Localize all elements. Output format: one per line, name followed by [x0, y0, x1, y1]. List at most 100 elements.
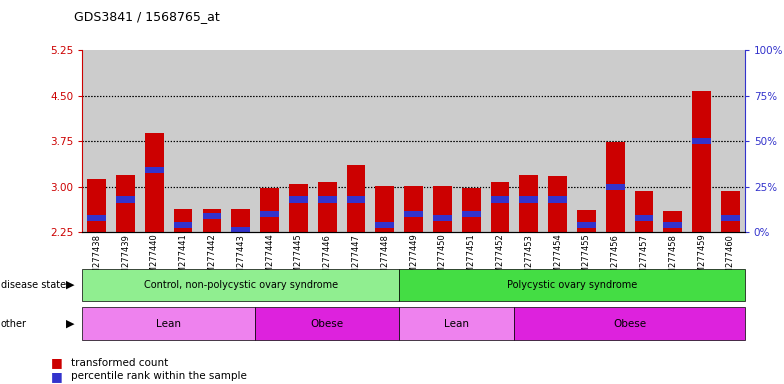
Bar [721, 191, 740, 232]
Bar [572, 50, 601, 232]
Bar [318, 197, 336, 202]
Bar [514, 50, 543, 232]
Text: other: other [1, 318, 27, 329]
Bar [145, 167, 164, 173]
Bar [577, 222, 596, 228]
Text: ▶: ▶ [67, 280, 74, 290]
Bar [428, 50, 457, 232]
Bar [577, 222, 596, 228]
Bar [202, 209, 221, 232]
Bar [721, 215, 740, 221]
Bar [82, 50, 111, 232]
Bar [231, 227, 250, 233]
Bar [231, 209, 250, 232]
Bar [405, 185, 423, 232]
Bar [376, 185, 394, 232]
Bar [202, 213, 221, 219]
Bar [692, 138, 711, 144]
Bar [347, 197, 365, 202]
Bar [659, 50, 688, 232]
Bar [260, 188, 279, 232]
Bar [347, 166, 365, 232]
Bar [342, 50, 370, 232]
Bar [634, 215, 653, 221]
Text: transformed count: transformed count [71, 358, 168, 368]
Bar [260, 211, 279, 217]
Text: Obese: Obese [613, 318, 646, 329]
Bar [318, 197, 336, 202]
Text: percentile rank within the sample: percentile rank within the sample [71, 371, 246, 381]
Bar [716, 50, 745, 232]
Bar [663, 211, 682, 232]
Text: Polycystic ovary syndrome: Polycystic ovary syndrome [506, 280, 637, 290]
Bar [116, 197, 135, 202]
Bar [457, 50, 485, 232]
Bar [405, 211, 423, 217]
Text: ▶: ▶ [67, 318, 74, 329]
Bar [485, 50, 514, 232]
Bar [577, 210, 596, 232]
Bar [688, 50, 716, 232]
Bar [663, 211, 682, 232]
Bar [87, 215, 106, 221]
Bar [663, 222, 682, 228]
Bar [634, 215, 653, 221]
Bar [145, 133, 164, 232]
Bar [462, 188, 481, 232]
Bar [692, 138, 711, 144]
Bar [202, 209, 221, 232]
Bar [174, 222, 193, 228]
Bar [606, 184, 625, 190]
Bar [606, 142, 625, 232]
Bar [174, 209, 193, 232]
Bar [231, 227, 250, 233]
Bar [174, 222, 193, 228]
Bar [260, 188, 279, 232]
Bar [405, 211, 423, 217]
Bar [174, 209, 193, 232]
Bar [491, 197, 510, 202]
Text: Lean: Lean [445, 318, 470, 329]
Bar [634, 191, 653, 232]
Bar [313, 50, 342, 232]
Bar [548, 197, 567, 202]
Bar [116, 197, 135, 202]
Bar [87, 179, 106, 232]
Bar [543, 50, 572, 232]
Text: ■: ■ [51, 356, 63, 369]
Bar [145, 133, 164, 232]
Bar [721, 191, 740, 232]
Bar [491, 197, 510, 202]
Bar [289, 184, 307, 232]
Bar [548, 176, 567, 232]
Bar [692, 91, 711, 232]
Bar [140, 50, 169, 232]
Bar [462, 211, 481, 217]
Bar [198, 50, 227, 232]
Bar [606, 184, 625, 190]
Bar [376, 185, 394, 232]
Bar [433, 215, 452, 221]
Bar [601, 50, 630, 232]
Bar [376, 222, 394, 228]
Bar [376, 222, 394, 228]
Text: ■: ■ [51, 370, 63, 383]
Bar [548, 176, 567, 232]
Bar [255, 50, 284, 232]
Bar [370, 50, 399, 232]
Bar [433, 215, 452, 221]
Bar [318, 182, 336, 232]
Bar [520, 175, 538, 232]
Bar [634, 191, 653, 232]
Bar [433, 185, 452, 232]
Bar [520, 197, 538, 202]
Bar [433, 185, 452, 232]
Bar [491, 182, 510, 232]
Bar [347, 197, 365, 202]
Bar [227, 50, 255, 232]
Bar [399, 50, 428, 232]
Bar [577, 210, 596, 232]
Bar [87, 179, 106, 232]
Bar [405, 185, 423, 232]
Bar [260, 211, 279, 217]
